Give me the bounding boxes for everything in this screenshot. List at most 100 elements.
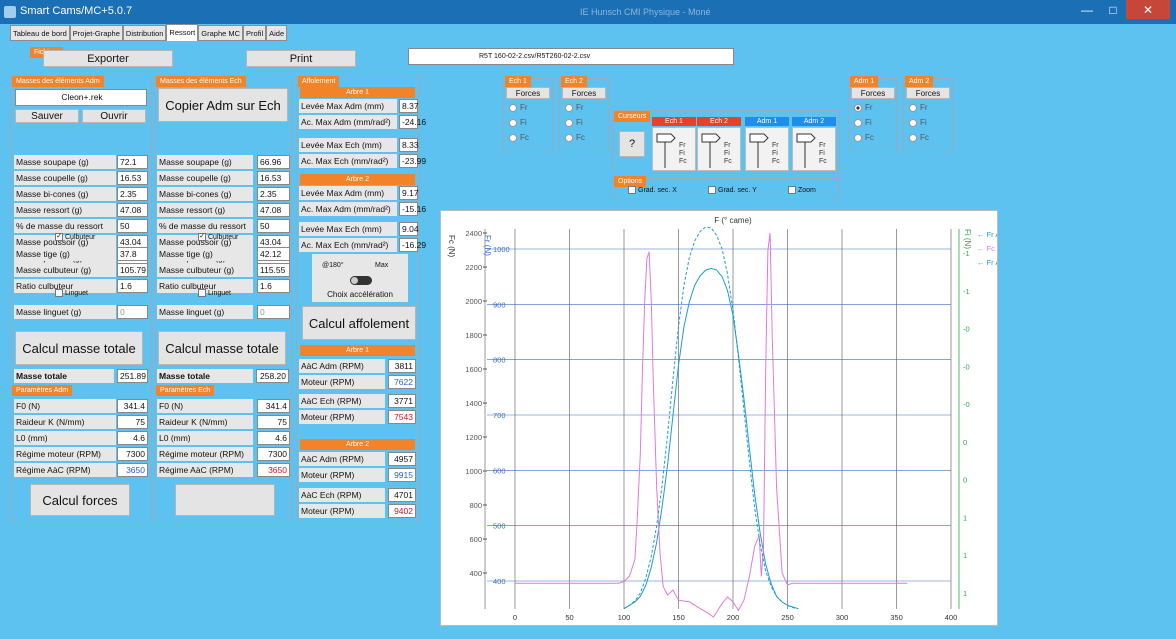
tab-profil[interactable]: Profil — [243, 25, 267, 41]
copy-adm-ech-button[interactable]: Copier Adm sur Ech — [158, 88, 288, 122]
adm-params-value[interactable]: 75 — [117, 415, 148, 429]
aff-a2-value[interactable]: 9.04 — [399, 222, 419, 236]
cursor-control[interactable]: Fr Fi Fc — [652, 127, 696, 171]
aff-a1-value[interactable]: -23.99 — [399, 154, 426, 168]
fc-tick-label: 1400 — [465, 399, 482, 408]
ech-blank-button[interactable] — [175, 484, 275, 516]
cursor-tab-3[interactable]: Adm 1 — [745, 117, 789, 126]
force-radio-fc[interactable]: Fc — [509, 133, 529, 142]
cursor-tab-1[interactable]: Ech 1 — [652, 117, 696, 126]
ech-rows-value[interactable]: 16.53 — [257, 171, 290, 185]
ech-linguet-checkbox[interactable]: Linguet — [198, 289, 231, 297]
adm-calc-mass-button[interactable]: Calcul masse totale — [15, 331, 143, 365]
cursor-control[interactable]: Fr Fi Fc — [792, 127, 836, 171]
ech-rows-value[interactable]: 50 — [257, 219, 290, 233]
force-radio-fr[interactable]: Fr — [854, 103, 873, 112]
cursor-tab-4[interactable]: Adm 2 — [792, 117, 836, 126]
tab-graphe-mc[interactable]: Graphe MC — [198, 25, 244, 41]
print-button[interactable]: Print — [246, 50, 356, 67]
cursor-control[interactable]: Fr Fi Fc — [745, 127, 789, 171]
aff-a1-value[interactable]: 8.33 — [399, 138, 419, 152]
adm-rows-value[interactable]: 2.35 — [117, 187, 148, 201]
adm-rows-label: Masse bi-cones (g) — [14, 187, 116, 201]
adm-params-value[interactable]: 341.4 — [117, 399, 148, 413]
aff-a1-value[interactable]: -24.16 — [399, 115, 426, 129]
force-radio-fi[interactable]: Fi — [909, 118, 927, 127]
acceleration-toggle[interactable] — [350, 276, 372, 285]
aff-a2-value[interactable]: -15.16 — [399, 202, 426, 216]
adm-rows-value[interactable]: 37.8 — [117, 247, 148, 261]
checkbox-icon: ✓ — [55, 233, 63, 241]
adm-culbuteur-checkbox[interactable]: ✓ Culbuteur — [55, 233, 95, 241]
tab-tableau-de-bord[interactable]: Tableau de bord — [10, 25, 70, 41]
open-button[interactable]: Ouvrir — [82, 109, 146, 123]
cursor-control[interactable]: Fr Fi Fc — [697, 127, 741, 171]
ech-params-value[interactable]: 341.4 — [257, 399, 290, 413]
minimize-icon[interactable]: — — [1081, 2, 1093, 17]
adm-params-value[interactable]: 4.6 — [117, 431, 148, 445]
tab-distribution[interactable]: Distribution — [122, 25, 167, 41]
adm-rows-value[interactable]: 1.6 — [117, 279, 148, 293]
option-checkbox-1[interactable]: Grad. sec. Y — [708, 186, 757, 194]
force-radio-fr[interactable]: Fr — [909, 103, 928, 112]
forces-button[interactable]: Forces — [851, 87, 895, 99]
adm-rows-value[interactable]: 105.79 — [117, 263, 148, 277]
export-button[interactable]: Exporter — [43, 50, 173, 67]
adm-rows-value[interactable]: 72.1 — [117, 155, 148, 169]
aff-a1-value[interactable]: 8.37 — [399, 99, 419, 113]
adm-rows-value[interactable]: 47.08 — [117, 203, 148, 217]
adm-rows-label: Masse culbuteur (g) — [14, 263, 116, 277]
adm-linguet-checkbox[interactable]: Linguet — [55, 289, 88, 297]
calc-forces-button[interactable]: Calcul forces — [30, 484, 130, 516]
forces-button[interactable]: Forces — [562, 87, 606, 99]
help-button[interactable]: ? — [619, 131, 645, 157]
option-checkbox-2[interactable]: Zoom — [788, 186, 816, 194]
tab-aide[interactable]: Aide — [266, 25, 288, 41]
aff-a2-value[interactable]: -16.29 — [399, 238, 426, 252]
cursor-tab-2[interactable]: Ech 2 — [697, 117, 741, 126]
tab-projet-graphe[interactable]: Projet-Graphe — [69, 25, 123, 41]
force-radio-fr[interactable]: Fr — [509, 103, 528, 112]
ech-culbuteur-checkbox[interactable]: ✓ Culbuteur — [198, 233, 238, 241]
force-radio-fi[interactable]: Fi — [854, 118, 872, 127]
save-button[interactable]: Sauver — [15, 109, 79, 123]
ech-calc-mass-button[interactable]: Calcul masse totale — [158, 331, 286, 365]
ech-params-value[interactable]: 7300 — [257, 447, 290, 461]
forces-button[interactable]: Forces — [506, 87, 550, 99]
maximize-icon[interactable]: □ — [1109, 2, 1117, 17]
force-radio-fc[interactable]: Fc — [909, 133, 929, 142]
ech-rows-value[interactable]: 42.12 — [257, 247, 290, 261]
forces-button[interactable]: Forces — [906, 87, 950, 99]
ech-rows-value[interactable]: 1.6 — [257, 279, 290, 293]
ech-rows-value[interactable]: 0 — [257, 305, 290, 319]
adm-params-value[interactable]: 3650 — [117, 463, 148, 477]
adm-rows-value[interactable]: 50 — [117, 219, 148, 233]
file-path-field[interactable]: R5T 160-02-2.csv/R5T260-02-2.csv — [408, 48, 734, 65]
aff-a1-label: Ac. Max Adm (mm/rad²) — [299, 115, 397, 129]
ech-rows-value[interactable]: 66.96 — [257, 155, 290, 169]
force-radio-fc[interactable]: Fc — [565, 133, 585, 142]
adm-params-value[interactable]: 7300 — [117, 447, 148, 461]
force-radio-fi[interactable]: Fi — [565, 118, 583, 127]
close-icon[interactable]: ✕ — [1126, 0, 1170, 19]
ech-rows-value[interactable]: 47.08 — [257, 203, 290, 217]
option-checkbox-0[interactable]: Grad. sec. X — [628, 186, 677, 194]
ech-params-value[interactable]: 75 — [257, 415, 290, 429]
aff-a2-value[interactable]: 9.17 — [399, 186, 419, 200]
force-radio-fi[interactable]: Fi — [509, 118, 527, 127]
tab-ressort[interactable]: Ressort — [166, 24, 199, 41]
force-radio-fr[interactable]: Fr — [565, 103, 584, 112]
force-radio-fc[interactable]: Fc — [854, 133, 874, 142]
aff-a2-label: Ac. Max Adm (mm/rad²) — [299, 202, 397, 216]
ech-params-value[interactable]: 4.6 — [257, 431, 290, 445]
ech-params-value[interactable]: 3650 — [257, 463, 290, 477]
ech-rows-value[interactable]: 115.55 — [257, 263, 290, 277]
adm-rows-value[interactable]: 16.53 — [117, 171, 148, 185]
cursor-sub-fr: Fr — [819, 142, 826, 149]
cursor-sub-fc: Fc — [679, 158, 687, 165]
adm-rows-value[interactable]: 0 — [117, 305, 148, 319]
calc-affolement-button[interactable]: Calcul affolement — [302, 306, 416, 340]
adm-total-label: Masse totale — [14, 369, 114, 383]
ech-rows-value[interactable]: 2.35 — [257, 187, 290, 201]
adm-file-field[interactable]: Cleon+.rek — [15, 89, 147, 106]
